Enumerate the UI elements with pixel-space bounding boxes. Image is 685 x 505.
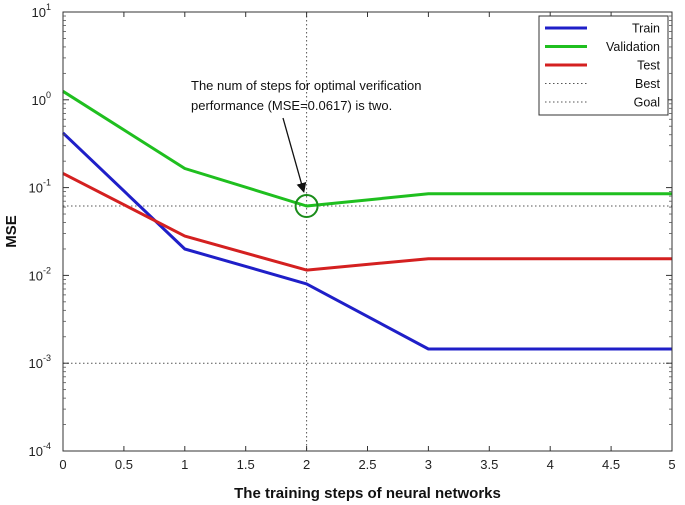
x-tick-label: 2 bbox=[303, 457, 310, 472]
series-line-train bbox=[61, 131, 672, 351]
y-tick-label: 10-3 bbox=[29, 353, 51, 371]
x-tick-label: 3.5 bbox=[480, 457, 498, 472]
legend-label-best: Best bbox=[635, 77, 661, 91]
reference-lines-layer bbox=[63, 12, 672, 451]
x-tick-label: 3 bbox=[425, 457, 432, 472]
y-tick-label: 10-1 bbox=[29, 178, 51, 196]
best-marker-circle bbox=[294, 194, 319, 219]
y-tick-label: 10-2 bbox=[29, 265, 51, 283]
y-tick-label: 10-4 bbox=[29, 441, 51, 459]
series-line-test bbox=[62, 172, 672, 272]
annotation-arrow bbox=[282, 117, 307, 193]
series-layer bbox=[61, 90, 672, 351]
legend-label-goal: Goal bbox=[634, 96, 660, 110]
y-axis-label: MSE bbox=[3, 215, 20, 248]
x-tick-label: 5 bbox=[668, 457, 675, 472]
x-tick-label: 4 bbox=[547, 457, 554, 472]
series-line-validation bbox=[62, 90, 672, 208]
annotation-text-line-2: performance (MSE=0.0617) is two. bbox=[191, 98, 392, 113]
annotation-layer: The num of steps for optimal verificatio… bbox=[191, 78, 422, 193]
ticks-layer: 0 0.5 1 1.5 2 2.5 3 3.5 4 4.5 5 101 100 10-1 10-2 10-3 1… bbox=[29, 2, 676, 472]
x-tick-label: 1 bbox=[181, 457, 188, 472]
y-tick-label: 101 bbox=[32, 2, 51, 20]
annotation-text-line-1: The num of steps for optimal verificatio… bbox=[191, 78, 422, 93]
x-tick-label: 4.5 bbox=[602, 457, 620, 472]
x-tick-label: 0.5 bbox=[115, 457, 133, 472]
legend: Train Validation Test Best Goal bbox=[538, 15, 669, 116]
y-tick-label: 100 bbox=[32, 90, 51, 108]
x-axis-label: The training steps of neural networks bbox=[234, 485, 501, 502]
legend-label-train: Train bbox=[632, 22, 660, 36]
legend-label-test: Test bbox=[637, 59, 660, 73]
x-tick-label: 2.5 bbox=[358, 457, 376, 472]
x-tick-label: 0 bbox=[59, 457, 66, 472]
legend-label-validation: Validation bbox=[606, 40, 660, 54]
x-tick-label: 1.5 bbox=[237, 457, 255, 472]
